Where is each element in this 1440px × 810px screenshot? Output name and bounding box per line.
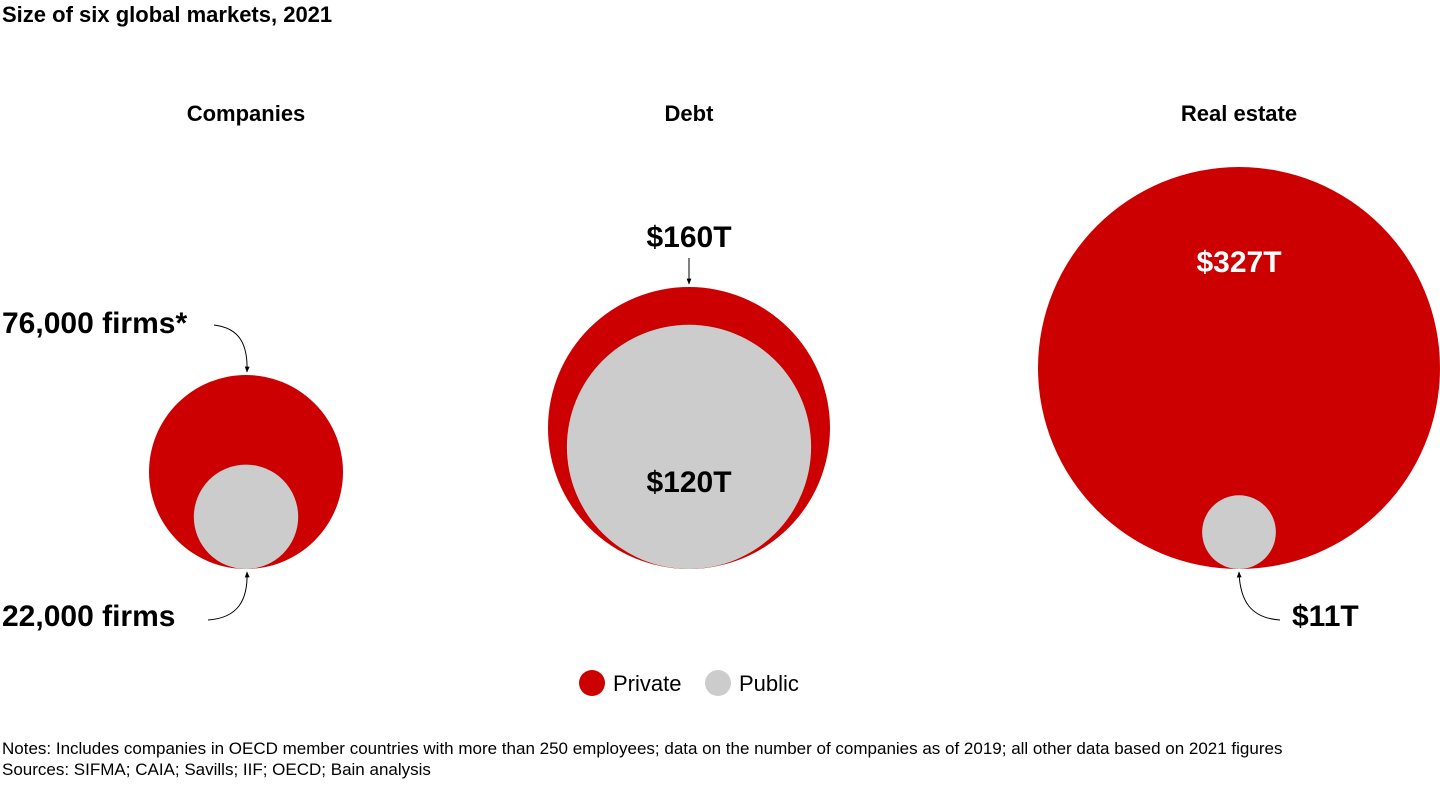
panel-title-companies: Companies — [187, 101, 306, 126]
panel-title-real-estate: Real estate — [1181, 101, 1297, 126]
real-estate-private-bubble — [1038, 167, 1440, 569]
legend-label-public: Public — [739, 671, 799, 696]
debt-private-label: $160T — [646, 221, 731, 254]
real-estate-private-label: $327T — [1196, 246, 1281, 279]
notes-text: Notes: Includes companies in OECD member… — [2, 739, 1283, 758]
companies-private-label: 76,000 firms* — [2, 307, 187, 340]
chart-title: Size of six global markets, 2021 — [2, 2, 333, 27]
debt-public-bubble — [566, 324, 812, 569]
real-estate-public-label: $11T — [1292, 600, 1359, 633]
real-estate-public-bubble — [1202, 495, 1276, 569]
panel-title-debt: Debt — [665, 101, 715, 126]
legend-label-private: Private — [613, 671, 681, 696]
arrow-icon — [207, 571, 250, 621]
legend-swatch-public — [705, 670, 731, 696]
arrow-icon — [1236, 571, 1281, 621]
debt-public-label: $120T — [646, 466, 731, 499]
arrow-icon — [213, 324, 250, 373]
companies-public-label: 22,000 firms — [2, 600, 175, 633]
companies-public-bubble — [193, 464, 299, 569]
legend-swatch-private — [579, 670, 605, 696]
chart-notes: Notes: Includes companies in OECD member… — [2, 738, 1422, 780]
sources-text: Sources: SIFMA; CAIA; Savills; IIF; OECD… — [2, 760, 431, 779]
